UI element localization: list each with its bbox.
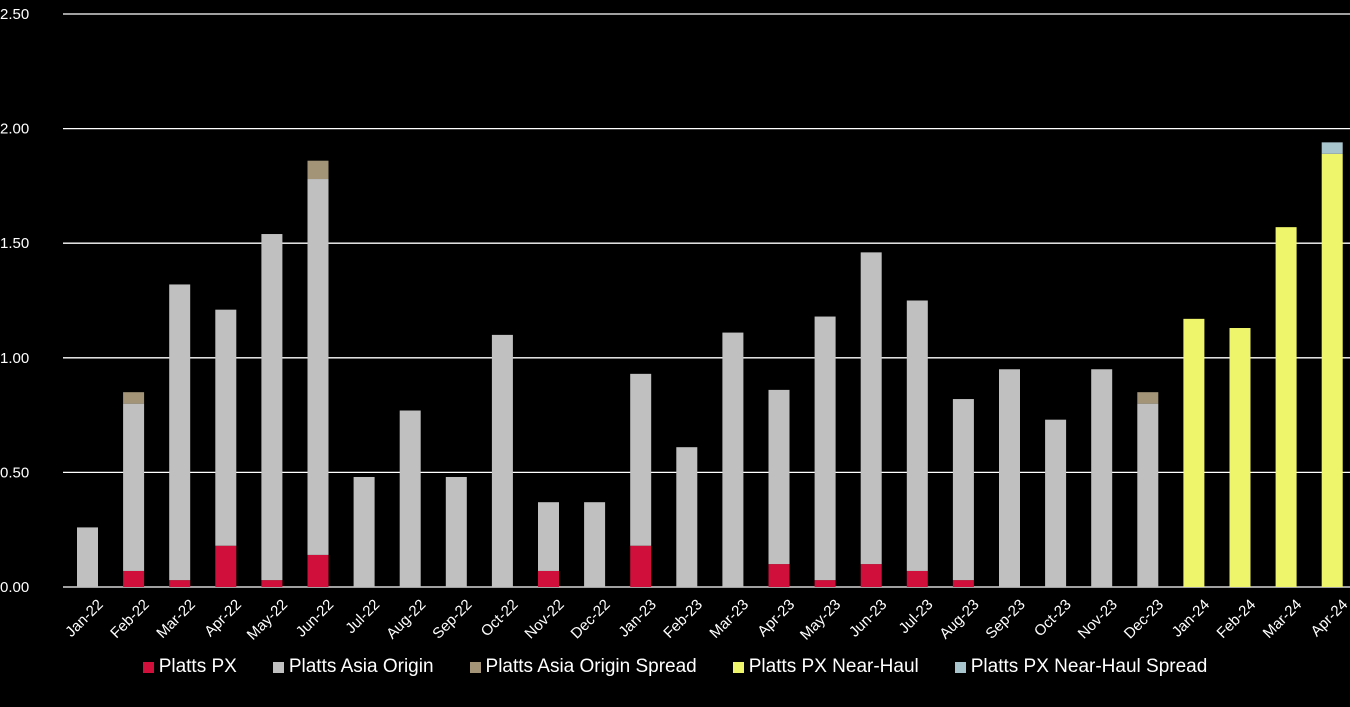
bar-segment xyxy=(1275,227,1297,587)
legend-item: Platts PX Near-Haul Spread xyxy=(954,656,1208,678)
bar-segment xyxy=(952,580,974,587)
x-tick-label: Feb-23 xyxy=(660,596,706,642)
bar-segment xyxy=(169,580,191,587)
y-axis-tick-labels: 0.00 0.50 1.00 1.50 2.00 2.50 xyxy=(0,6,29,596)
bar-segment xyxy=(77,527,98,587)
y-tick-label: 1.50 xyxy=(0,235,29,252)
bar-segment xyxy=(952,399,974,581)
stacked-bar-chart: 0.000.501.001.502.002.50 Jan-22 Feb-22 Mar… xyxy=(0,6,1350,644)
bar-segment xyxy=(123,570,145,587)
legend-swatch xyxy=(272,661,284,673)
bar-segment xyxy=(1229,328,1251,587)
legend-swatch xyxy=(469,661,481,673)
x-tick-label: Jan-23 xyxy=(615,596,659,640)
x-tick-label: May-22 xyxy=(244,596,291,643)
x-tick-label: Nov-23 xyxy=(1075,596,1121,642)
bar-segment xyxy=(768,564,790,587)
x-tick-label: Mar-22 xyxy=(153,596,199,642)
legend-swatch xyxy=(732,661,744,673)
y-tick-label: 2.00 xyxy=(0,121,29,138)
legend-swatch xyxy=(954,661,966,673)
x-tick-label: Feb-22 xyxy=(107,596,153,642)
x-tick-label: Apr-24 xyxy=(1308,596,1350,640)
bar-segment xyxy=(123,403,145,571)
legend-label: Platts Asia Origin Spread xyxy=(485,656,697,677)
bars xyxy=(77,142,1343,587)
bar-segment xyxy=(584,502,606,587)
y-tick-label: 0.50 xyxy=(0,464,29,481)
x-tick-label: Jun-23 xyxy=(846,596,890,640)
legend-label: Platts PX Near-Haul xyxy=(748,656,919,677)
bar-segment xyxy=(215,309,237,546)
bar-segment xyxy=(399,410,421,587)
legend-item: Platts PX Near-Haul xyxy=(732,656,919,678)
y-tick-label: 1.00 xyxy=(0,350,29,367)
bar-segment xyxy=(999,369,1020,587)
bar-segment xyxy=(491,334,513,587)
bar-segment xyxy=(906,300,928,571)
x-tick-label: Apr-23 xyxy=(754,596,798,640)
bar-segment xyxy=(1183,318,1205,587)
x-tick-label: Sep-22 xyxy=(429,596,475,642)
x-tick-label: Jun-22 xyxy=(293,596,337,640)
bar-segment xyxy=(215,545,237,587)
bar-segment xyxy=(123,392,145,404)
y-tick-label: 0.00 xyxy=(0,579,29,596)
bar-segment xyxy=(353,476,375,587)
bar-segment xyxy=(860,564,882,587)
x-tick-label: Dec-22 xyxy=(568,596,614,642)
legend-swatch xyxy=(142,661,154,673)
x-tick-label: Jan-22 xyxy=(62,596,106,640)
bar-segment xyxy=(630,373,652,546)
bar-segment xyxy=(538,570,559,587)
y-tick-label: 2.50 xyxy=(0,6,29,23)
x-tick-label: May-23 xyxy=(797,596,844,643)
x-tick-label: Jul-23 xyxy=(896,596,937,637)
bar-segment xyxy=(1137,392,1159,404)
legend-label: Platts PX Near-Haul Spread xyxy=(970,656,1208,677)
x-tick-label: Aug-23 xyxy=(936,596,982,642)
bar-segment xyxy=(1091,369,1113,587)
x-tick-label: Mar-23 xyxy=(706,596,752,642)
x-tick-label: Jan-24 xyxy=(1169,596,1213,640)
bar-segment xyxy=(307,179,329,555)
bar-segment xyxy=(307,554,329,587)
bar-segment xyxy=(814,316,836,581)
bar-segment xyxy=(538,502,559,571)
legend-item: Platts PX xyxy=(142,656,237,678)
legend: Platts PX Platts Asia Origin Platts Asia O… xyxy=(0,652,1350,682)
x-tick-label: Jul-22 xyxy=(342,596,383,637)
bar-segment xyxy=(1137,403,1159,587)
bar-segment xyxy=(169,284,191,581)
bar-segment xyxy=(1321,153,1343,587)
x-tick-label: Feb-24 xyxy=(1214,596,1260,642)
bar-segment xyxy=(906,570,928,587)
bar-segment xyxy=(1045,419,1067,587)
x-tick-label: Mar-24 xyxy=(1260,596,1306,642)
x-tick-label: Oct-22 xyxy=(478,596,522,640)
bar-segment xyxy=(814,580,836,587)
legend-label: Platts Asia Origin xyxy=(288,656,434,677)
x-tick-label: Sep-23 xyxy=(982,596,1028,642)
x-tick-label: Aug-22 xyxy=(383,596,429,642)
legend-item: Platts Asia Origin xyxy=(272,656,434,678)
bar-segment xyxy=(445,476,467,587)
x-tick-label: Nov-22 xyxy=(521,596,567,642)
bar-segment xyxy=(768,389,790,565)
bar-segment xyxy=(1321,142,1343,154)
bar-segment xyxy=(722,332,744,587)
x-tick-label: Oct-23 xyxy=(1031,596,1075,640)
x-tick-label: Dec-23 xyxy=(1121,596,1167,642)
legend-label: Platts PX xyxy=(158,656,237,677)
bar-segment xyxy=(261,580,283,587)
bar-segment xyxy=(307,160,329,180)
bar-segment xyxy=(630,545,652,587)
legend-item: Platts Asia Origin Spread xyxy=(469,656,697,678)
bar-segment xyxy=(676,447,698,587)
x-tick-label: Apr-22 xyxy=(201,596,245,640)
bar-segment xyxy=(860,252,882,565)
bar-segment xyxy=(261,234,283,581)
